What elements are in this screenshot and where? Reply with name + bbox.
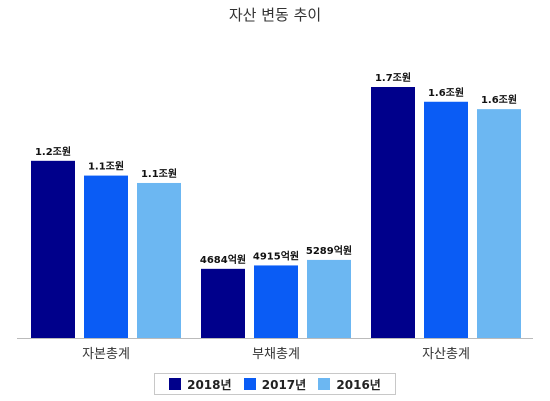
legend-swatch-2016 [318,378,331,390]
data-label-2017년-부채총계: 4915억원 [253,249,299,262]
bar-2017년-부채총계 [254,265,298,338]
bar-2018년-자산총계 [371,87,415,338]
data-label-2017년-자본총계: 1.1조원 [88,160,124,173]
data-label-2016년-자산총계: 1.6조원 [481,93,517,106]
bar-2016년-부채총계 [307,259,351,338]
bar-2017년-자산총계 [424,101,468,338]
bar-2018년-자본총계 [31,160,75,338]
data-label-2018년-부채총계: 4684억원 [200,253,246,266]
data-label-2018년-자본총계: 1.2조원 [35,145,71,158]
legend-item-2016: 2016년 [318,376,381,393]
x-tick-label-부채총계: 부채총계 [252,347,300,362]
data-label-2016년-부채총계: 5289억원 [306,244,352,257]
data-label-2016년-자본총계: 1.1조원 [141,167,177,180]
legend-item-2017: 2017년 [243,376,307,393]
legend-label-2016: 2016년 [336,377,381,392]
legend: 2018년 2017년 2016년 [154,373,396,395]
legend-label-2018: 2018년 [187,377,232,392]
data-label-2017년-자산총계: 1.6조원 [428,86,464,99]
bar-2017년-자본총계 [84,175,128,338]
legend-swatch-2017 [243,378,256,390]
x-tick-label-자산총계: 자산총계 [422,347,470,362]
bar-2016년-자산총계 [477,109,521,338]
x-tick-label-자본총계: 자본총계 [82,347,130,362]
chart-title: 자산 변동 추이 [228,6,322,24]
legend-item-2018: 2018년 [169,376,232,393]
bar-2016년-자본총계 [137,182,181,338]
data-label-2018년-자산총계: 1.7조원 [375,71,411,84]
bar-2018년-부채총계 [201,268,245,338]
legend-swatch-2018 [169,378,182,390]
legend-label-2017: 2017년 [261,377,307,392]
